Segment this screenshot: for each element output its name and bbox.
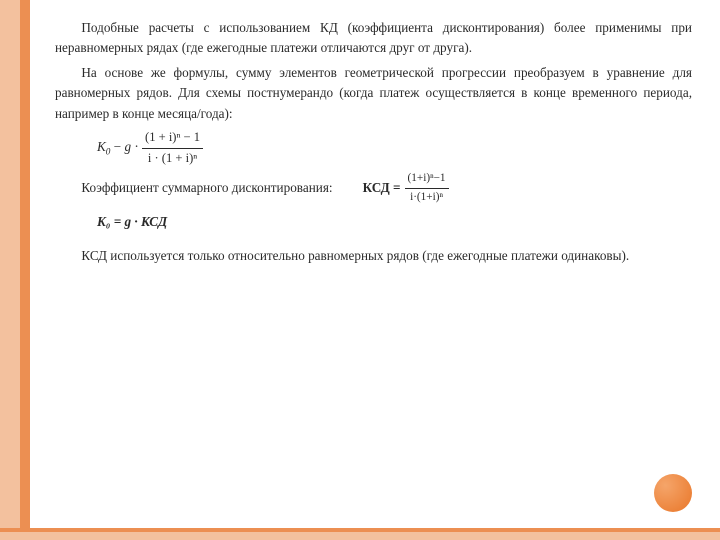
page-marker-circle <box>654 474 692 512</box>
f1-op: − <box>114 139 121 154</box>
paragraph-1: Подобные расчеты с использованием КД (ко… <box>55 18 692 59</box>
slide: Подобные расчеты с использованием КД (ко… <box>0 0 720 540</box>
paragraph-2: На основе же формулы, сумму элементов ге… <box>55 63 692 124</box>
f1-num: (1 + i)ⁿ − 1 <box>142 128 203 148</box>
f1-lhs-sub: 0 <box>106 147 111 157</box>
formula-k0-ksd: K₀ = g · КСД <box>97 212 692 232</box>
border-left-dark <box>20 0 30 540</box>
formula-k0: K0 − g · (1 + i)ⁿ − 1 i · (1 + i)ⁿ <box>97 128 692 168</box>
ksd-label: Коэффициент суммарного дисконтирования: <box>55 178 333 198</box>
f1-g: g <box>124 139 131 154</box>
ksd-left: КСД = <box>363 178 401 198</box>
border-left-light <box>0 0 20 540</box>
f1-dot: · <box>134 139 138 154</box>
ksd-formula: КСД = (1+i)ⁿ−1 i·(1+i)ⁿ <box>363 170 449 206</box>
f1-fraction: (1 + i)ⁿ − 1 i · (1 + i)ⁿ <box>142 128 203 168</box>
ksd-den: i·(1+i)ⁿ <box>405 189 449 206</box>
ksd-line: Коэффициент суммарного дисконтирования: … <box>55 170 692 206</box>
f1-den: i · (1 + i)ⁿ <box>142 149 203 168</box>
f1-lhs-var: K <box>97 139 106 154</box>
border-bottom-light <box>0 532 720 540</box>
ksd-fraction: (1+i)ⁿ−1 i·(1+i)ⁿ <box>405 170 449 206</box>
paragraph-3: КСД используется только относительно рав… <box>55 246 692 266</box>
f1-lhs: K0 <box>97 139 114 154</box>
f2-text: K₀ = g · КСД <box>97 214 167 229</box>
content-area: Подобные расчеты с использованием КД (ко… <box>55 18 692 271</box>
ksd-num: (1+i)ⁿ−1 <box>405 170 449 188</box>
